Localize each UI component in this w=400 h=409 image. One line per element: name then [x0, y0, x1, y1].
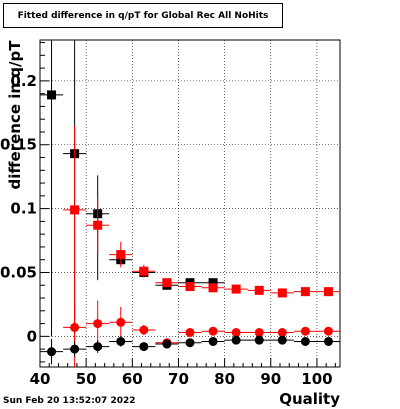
- data-point-circle: [323, 336, 333, 346]
- y-tick-label: 0: [27, 327, 37, 345]
- data-point-circle: [185, 338, 195, 348]
- axis-ticks: 40 50 60 70 80 90 100 0 0.05 0.1 0.15 0.2: [0, 42, 336, 388]
- data-point-square: [231, 284, 241, 294]
- chart-title: Fitted difference in q/pT for Global Rec…: [3, 3, 283, 28]
- x-tick-label: 50: [76, 370, 97, 388]
- x-tick-label: 60: [122, 370, 143, 388]
- data-point-circle: [208, 336, 218, 346]
- data-point-circle: [208, 326, 218, 336]
- data-point-circle: [254, 328, 264, 338]
- data-point-circle: [93, 342, 103, 352]
- data-point-square: [208, 283, 218, 293]
- data-point-circle: [185, 328, 195, 338]
- data-point-square: [162, 278, 172, 288]
- y-tick-label: 0.1: [10, 200, 37, 218]
- data-point-square: [47, 90, 57, 100]
- data-point-square: [139, 266, 149, 276]
- data-point-square: [116, 250, 126, 260]
- data-point-square: [300, 287, 310, 297]
- data-series: [40, 40, 340, 367]
- data-point-circle: [47, 347, 57, 357]
- data-point-circle: [139, 342, 149, 352]
- data-point-circle: [93, 319, 103, 329]
- x-tick-label: 90: [260, 370, 281, 388]
- data-point-square: [208, 278, 218, 288]
- y-tick-label: 0.2: [10, 72, 37, 90]
- data-point-circle: [162, 339, 172, 349]
- x-tick-label: 100: [301, 370, 332, 388]
- plot-frame: [39, 39, 341, 368]
- data-point-circle: [300, 336, 310, 346]
- data-point-circle: [70, 322, 80, 332]
- timestamp-footer: Sun Feb 20 13:52:07 2022: [3, 396, 136, 406]
- y-tick-label: 0.15: [0, 136, 37, 154]
- data-point-square: [254, 285, 264, 295]
- data-point-circle: [116, 336, 126, 346]
- data-point-square: [185, 282, 195, 292]
- grid-lines: [39, 40, 340, 367]
- data-point-circle: [277, 335, 287, 345]
- data-point-circle: [323, 326, 333, 336]
- data-point-square: [323, 287, 333, 297]
- x-axis-label: Quality: [279, 390, 340, 408]
- data-point-circle: [254, 335, 264, 345]
- x-tick-label: 40: [30, 370, 51, 388]
- series-group: [40, 335, 340, 365]
- data-point-square: [93, 220, 103, 230]
- y-axis-label: difference in q/pT: [6, 40, 24, 190]
- y-tick-label: 0.05: [0, 263, 37, 281]
- data-point-circle: [139, 325, 149, 335]
- data-point-circle: [231, 335, 241, 345]
- data-point-square: [277, 288, 287, 298]
- x-tick-label: 80: [214, 370, 235, 388]
- data-point-circle: [231, 328, 241, 338]
- data-point-circle: [277, 328, 287, 338]
- x-tick-label: 70: [168, 370, 189, 388]
- data-point-circle: [116, 317, 126, 327]
- data-point-square: [70, 205, 80, 215]
- data-point-circle: [300, 326, 310, 336]
- data-point-circle: [70, 344, 80, 354]
